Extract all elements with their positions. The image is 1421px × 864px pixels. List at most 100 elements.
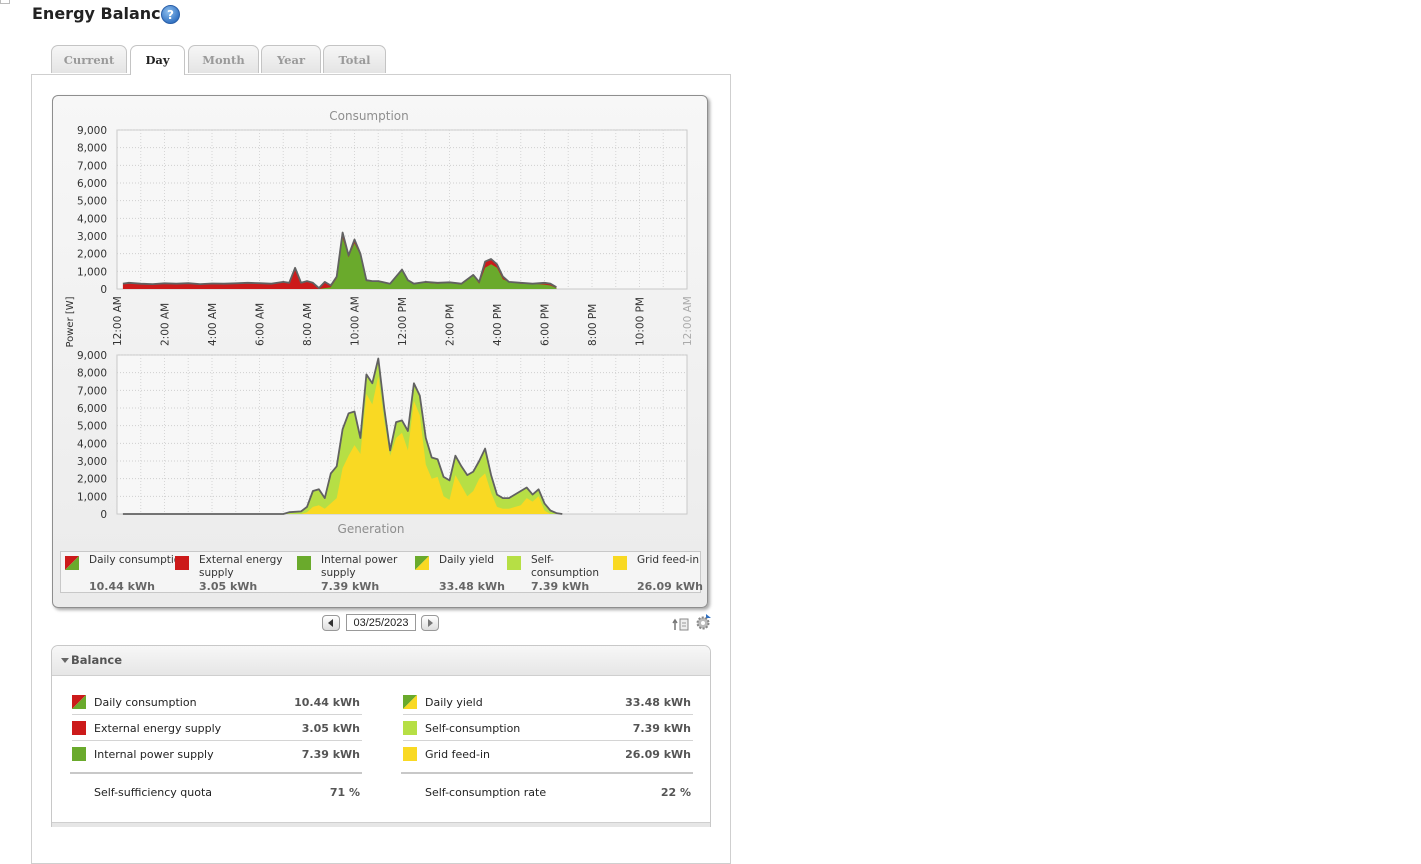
x-tick-label: 10:00 AM	[350, 296, 362, 346]
generation-y-tick-label: 6,000	[77, 403, 107, 415]
balance-row-self-consumption-rate: Self-consumption rate 22 %	[403, 779, 693, 805]
legend-value: 3.05 kWh	[199, 580, 258, 593]
legend-swatch	[507, 556, 521, 570]
consumption-y-tick-label: 3,000	[77, 231, 107, 243]
balance-label: Daily yield	[425, 696, 483, 709]
arrow-right-icon[interactable]	[421, 615, 439, 631]
generation-y-tick-label: 9,000	[77, 350, 107, 362]
x-tick-label: 8:00 AM	[302, 303, 314, 346]
consumption-y-tick-label: 8,000	[77, 143, 107, 155]
generation-y-tick-label: 1,000	[77, 491, 107, 503]
balance-value: 26.09 kWh	[625, 748, 691, 761]
consumption-y-tick-label: 4,000	[77, 213, 107, 225]
legend-swatch	[415, 556, 429, 570]
tab-year[interactable]: Year	[261, 45, 321, 73]
balance-value: 10.44 kWh	[294, 696, 360, 709]
settings-gear-icon[interactable]	[694, 613, 712, 631]
x-tick-label: 2:00 AM	[160, 303, 172, 346]
legend-label: Daily consumption	[89, 554, 187, 566]
legend-value: 7.39 kWh	[321, 580, 380, 593]
x-tick-label: 12:00 AM	[112, 296, 124, 346]
balance-swatch	[403, 747, 417, 761]
consumption-y-tick-label: 2,000	[77, 249, 107, 261]
legend-value: 33.48 kWh	[439, 580, 505, 593]
x-tick-label: 8:00 PM	[587, 304, 599, 346]
legend-swatch	[65, 556, 79, 570]
chart-container: 0 1,000 2,000 3,000 4,000 5,000 6,000 7,000 8,00…	[52, 95, 708, 608]
legend-label: Internal power supply	[321, 554, 398, 579]
legend-swatch	[297, 556, 311, 570]
generation-y-tick-label: 2,000	[77, 474, 107, 486]
question-circle-icon[interactable]: ?	[161, 5, 180, 24]
balance-row-self-consumption: Self-consumption 7.39 kWh	[403, 715, 693, 741]
legend-label: Self-consumption	[531, 554, 599, 579]
generation-y-tick-label: 8,000	[77, 368, 107, 380]
legend-value: 7.39 kWh	[531, 580, 590, 593]
legend-label: External energy supply	[199, 554, 283, 579]
x-tick-label: 12:00 PM	[397, 297, 409, 346]
consumption-chart-title: Consumption	[329, 109, 408, 123]
x-tick-label: 6:00 PM	[540, 304, 552, 346]
balance-row-external-energy-supply: External energy supply 3.05 kWh	[72, 715, 362, 741]
legend-swatch	[175, 556, 189, 570]
tab-current[interactable]: Current	[51, 45, 127, 73]
generation-y-tick-label: 3,000	[77, 456, 107, 468]
generation-y-tick-label: 5,000	[77, 421, 107, 433]
generation-total-line	[122, 357, 563, 515]
balance-swatch	[403, 721, 417, 735]
balance-header-toggle[interactable]: Balance	[52, 646, 710, 676]
balance-value: 33.48 kWh	[625, 696, 691, 709]
consumption-inner-area	[122, 237, 557, 289]
collapse-arrow-icon	[61, 658, 69, 663]
balance-swatch	[72, 695, 86, 709]
balance-label: Self-consumption rate	[425, 786, 547, 799]
consumption-y-tick-label: 0	[100, 284, 107, 296]
balance-label: Self-consumption	[425, 722, 521, 735]
tab-month[interactable]: Month	[188, 45, 259, 73]
balance-row-daily-yield: Daily yield 33.48 kWh	[403, 689, 693, 715]
arrow-left-icon[interactable]	[322, 615, 340, 631]
balance-label: External energy supply	[94, 722, 222, 735]
y-axis-label: Power [W]	[65, 296, 76, 347]
x-tick-label: 2:00 PM	[445, 304, 457, 346]
x-tick-label: 4:00 PM	[492, 304, 504, 346]
balance-value: 22 %	[660, 786, 691, 799]
legend-value: 10.44 kWh	[89, 580, 155, 593]
tab-total[interactable]: Total	[323, 45, 386, 73]
x-tick-label: 12:00 AM	[682, 296, 694, 346]
generation-chart-title: Generation	[338, 522, 405, 536]
generation-outer-area	[122, 358, 563, 514]
balance-panel: Balance Daily consumption 10.44 kWh Exte…	[51, 645, 711, 827]
window-corner	[0, 0, 10, 4]
balance-label: Daily consumption	[94, 696, 197, 709]
legend-label: Grid feed-in	[637, 554, 700, 566]
chart-legend: Daily consumption 10.44 kWh External ene…	[60, 551, 703, 593]
legend-value: 26.09 kWh	[637, 580, 703, 593]
consumption-y-tick-label: 6,000	[77, 178, 107, 190]
balance-row-internal-power-supply: Internal power supply 7.39 kWh	[72, 741, 362, 767]
tab-day[interactable]: Day	[130, 45, 185, 75]
balance-row-daily-consumption: Daily consumption 10.44 kWh	[72, 689, 362, 715]
export-icon[interactable]	[672, 614, 690, 632]
generation-y-tick-label: 7,000	[77, 385, 107, 397]
balance-value: 3.05 kWh	[301, 722, 360, 735]
balance-divider	[401, 772, 693, 774]
balance-swatch	[72, 747, 86, 761]
consumption-y-tick-label: 5,000	[77, 196, 107, 208]
consumption-y-tick-label: 9,000	[77, 125, 107, 137]
consumption-y-tick-label: 1,000	[77, 266, 107, 278]
energy-chart: 0 1,000 2,000 3,000 4,000 5,000 6,000 7,000 8,00…	[65, 109, 694, 536]
balance-title: Balance	[71, 653, 123, 667]
balance-label: Grid feed-in	[425, 748, 490, 761]
balance-swatch	[403, 695, 417, 709]
x-tick-label: 4:00 AM	[207, 303, 219, 346]
x-tick-label: 10:00 PM	[635, 297, 647, 346]
balance-label: Internal power supply	[94, 748, 214, 761]
generation-y-tick-label: 4,000	[77, 438, 107, 450]
balance-value: 7.39 kWh	[632, 722, 691, 735]
generation-inner-area	[122, 376, 563, 514]
balance-swatch	[72, 721, 86, 735]
date-input[interactable]	[346, 614, 416, 631]
legend-label: Daily yield	[439, 554, 495, 566]
consumption-y-tick-label: 7,000	[77, 160, 107, 172]
